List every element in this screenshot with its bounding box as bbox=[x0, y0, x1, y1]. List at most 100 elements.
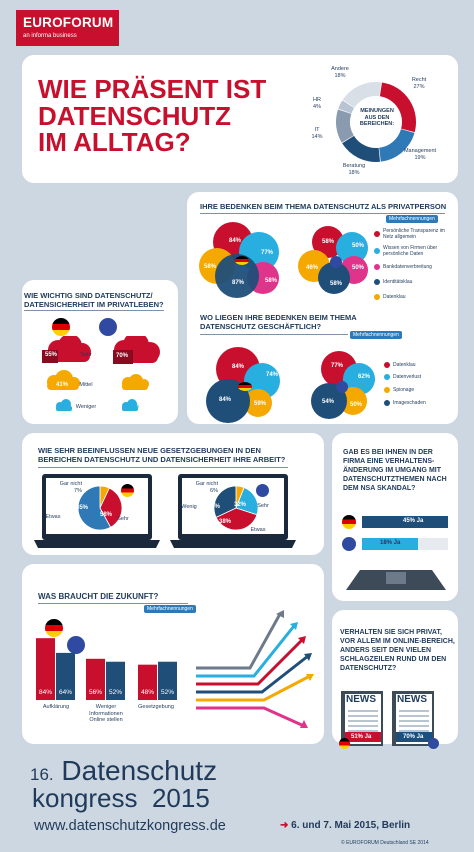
zukunft-cat-2: Weniger Informationen Online stellen bbox=[89, 704, 123, 724]
zukunft-header-line bbox=[38, 603, 188, 604]
nsa-de-label: 45% Ja bbox=[403, 518, 424, 524]
gesetz-header-line bbox=[38, 467, 288, 468]
zukunft-bar-label-de-3: 48% bbox=[141, 689, 154, 696]
gesetz-eu-slice-wenig bbox=[235, 487, 259, 516]
wichtig-eu-mittel: 22% bbox=[128, 383, 141, 389]
gesetz-eu-garnicht: Gar nicht 6% bbox=[195, 481, 218, 494]
privat-legend-3: Bankdatenverbreitung bbox=[374, 264, 432, 270]
geschaeft-header-line bbox=[200, 334, 348, 335]
geschaeft-legend-3: Spionage bbox=[384, 387, 414, 393]
wichtig-eu-sehr: 70% bbox=[116, 353, 129, 359]
venn-eu-red bbox=[312, 226, 344, 258]
gesetz-eu-wenig: Wenig bbox=[181, 504, 197, 510]
privat-venn-eu bbox=[298, 226, 368, 294]
donut-center-label: MEINUNGEN AUS DEN BEREICHEN: bbox=[359, 108, 395, 128]
donut-segment-recht bbox=[379, 82, 416, 133]
geschaeft-eu-v4: 50% bbox=[350, 402, 363, 408]
wichtig-header-line bbox=[24, 310, 164, 311]
flag-eu-icon-6 bbox=[67, 636, 85, 654]
donut-label-management: Management 19% bbox=[403, 148, 437, 161]
geschaeft-de-v3: 84% bbox=[219, 397, 232, 403]
gesetz-de-etwas: Etwas bbox=[45, 514, 61, 520]
geschaeft-eu-v2: 62% bbox=[358, 374, 371, 380]
gesetz-eu-etwas-value: 38% bbox=[219, 519, 232, 525]
geschaeft-de-v1: 84% bbox=[232, 364, 245, 370]
euroforum-logo[interactable]: EUROFORUM an informa business bbox=[16, 10, 119, 46]
news-eu-bar bbox=[396, 732, 432, 742]
donut-label-beratung: Beratung 18% bbox=[342, 163, 366, 176]
news-eu-label: 70% Ja bbox=[403, 734, 424, 740]
wichtig-de-weniger: 4% bbox=[59, 404, 68, 410]
zukunft-cat-1: Aufklärung bbox=[42, 704, 70, 710]
venn-eu-cyan bbox=[336, 232, 368, 264]
flag-eu-icon bbox=[330, 256, 342, 268]
zukunft-badge: Mehrfachnennungen bbox=[144, 605, 196, 613]
geschaeft-venn-eu bbox=[311, 351, 375, 419]
donut-segment-it bbox=[336, 109, 354, 143]
zukunft-bar-eu-1 bbox=[56, 652, 75, 700]
geschaeft-eu-v1: 77% bbox=[331, 363, 344, 369]
wichtig-label-mittel: Mittel bbox=[79, 382, 93, 388]
congress-title: 16. Datenschutz bbox=[30, 755, 218, 786]
privat-legend-2: Wissen von Firmen über persönliche Daten bbox=[374, 245, 454, 257]
nsa-header: GAB ES BEI IHNEN IN DER FIRMA EINE VERHA… bbox=[343, 449, 447, 493]
wichtig-header: WIE WICHTIG SIND DATENSCHUTZ/ DATENSICHE… bbox=[24, 291, 164, 310]
donut-label-it: IT 14% bbox=[311, 127, 323, 140]
flag-eu-icon-3 bbox=[99, 318, 117, 336]
nsa-de-bar bbox=[362, 516, 448, 528]
cloud-eu-sehr bbox=[113, 336, 160, 364]
flag-de-icon-4 bbox=[121, 484, 134, 497]
news-de-bar bbox=[345, 732, 381, 742]
privat-de-v1: 84% bbox=[229, 238, 242, 244]
privat-eu-v2: 50% bbox=[352, 243, 365, 249]
privat-header-line bbox=[200, 213, 445, 214]
zukunft-bar-eu-3 bbox=[158, 661, 177, 700]
zukunft-header: WAS BRAUCHT DIE ZUKUNFT? bbox=[38, 592, 159, 601]
cloud-de-mittel bbox=[47, 370, 80, 390]
nsa-cable-icon bbox=[346, 570, 446, 590]
donut-label-andere: Andere 18% bbox=[331, 66, 349, 79]
news-de-title: NEWS bbox=[346, 694, 376, 705]
flag-eu-icon-4 bbox=[256, 484, 269, 497]
zukunft-bar-de-3 bbox=[138, 664, 157, 700]
wichtig-eu-weniger: 8% bbox=[130, 404, 139, 410]
flag-de-icon-7 bbox=[339, 738, 350, 749]
congress-url-link[interactable]: www.datenschutzkongress.de bbox=[34, 818, 226, 834]
privat-eu-v1: 58% bbox=[322, 239, 335, 245]
flag-de-icon-5 bbox=[342, 515, 356, 529]
gesetz-header: WIE SEHR BEEINFLUSSEN NEUE GESETZGEBUNGE… bbox=[38, 446, 286, 465]
geschaeft-de-v4: 59% bbox=[254, 401, 267, 407]
cloud-de-sehr bbox=[42, 336, 91, 363]
zukunft-bar-label-de-1: 84% bbox=[39, 689, 52, 696]
logo-sub: an informa business bbox=[23, 33, 77, 39]
geschaeft-header: WO LIEGEN IHRE BEDENKEN BEIM THEMA DATEN… bbox=[200, 313, 357, 332]
news-eu-lines bbox=[399, 710, 429, 732]
wichtig-label-sehr: Sehr bbox=[80, 352, 92, 358]
flag-eu-icon-2 bbox=[336, 381, 348, 393]
geschaeft-legend-2: Datenverlust bbox=[384, 374, 421, 380]
flag-de-icon-6 bbox=[45, 619, 63, 637]
donut-segment-andere bbox=[342, 82, 382, 108]
flag-de-icon-3 bbox=[52, 318, 70, 336]
wichtig-de-sehr: 55% bbox=[45, 352, 58, 358]
zukunft-bar-eu-2 bbox=[106, 661, 125, 700]
gesetz-eu-sehr: Sehr bbox=[257, 503, 269, 509]
flag-de-icon bbox=[235, 256, 249, 265]
donut-label-recht: Recht 27% bbox=[411, 77, 427, 90]
privat-legend-5: Datenklau bbox=[374, 294, 406, 300]
donut-segment-beratung bbox=[342, 135, 381, 162]
privat-venn-de bbox=[199, 222, 279, 298]
gesetz-eu-wenig-value: 24% bbox=[208, 504, 221, 510]
congress-subtitle: kongress 2015 bbox=[32, 783, 210, 813]
donut-label-hr: HR 4% bbox=[313, 97, 321, 110]
geschaeft-eu-v3: 54% bbox=[322, 399, 335, 405]
wichtig-label-weniger: Weniger bbox=[75, 404, 97, 410]
zukunft-bar-label-de-2: 56% bbox=[89, 689, 102, 696]
privat-legend-4: Identitätsklau bbox=[374, 279, 412, 285]
privat-header: IHRE BEDENKEN BEIM THEMA DATENSCHUTZ ALS… bbox=[200, 202, 447, 211]
geschaeft-legend-1: Datenklau bbox=[384, 362, 416, 368]
gesetz-de-slice-sehr bbox=[77, 485, 112, 531]
wichtig-clouds bbox=[42, 336, 160, 411]
gesetz-eu-slice-sehr bbox=[213, 485, 237, 518]
venn-de-navy bbox=[215, 254, 259, 298]
